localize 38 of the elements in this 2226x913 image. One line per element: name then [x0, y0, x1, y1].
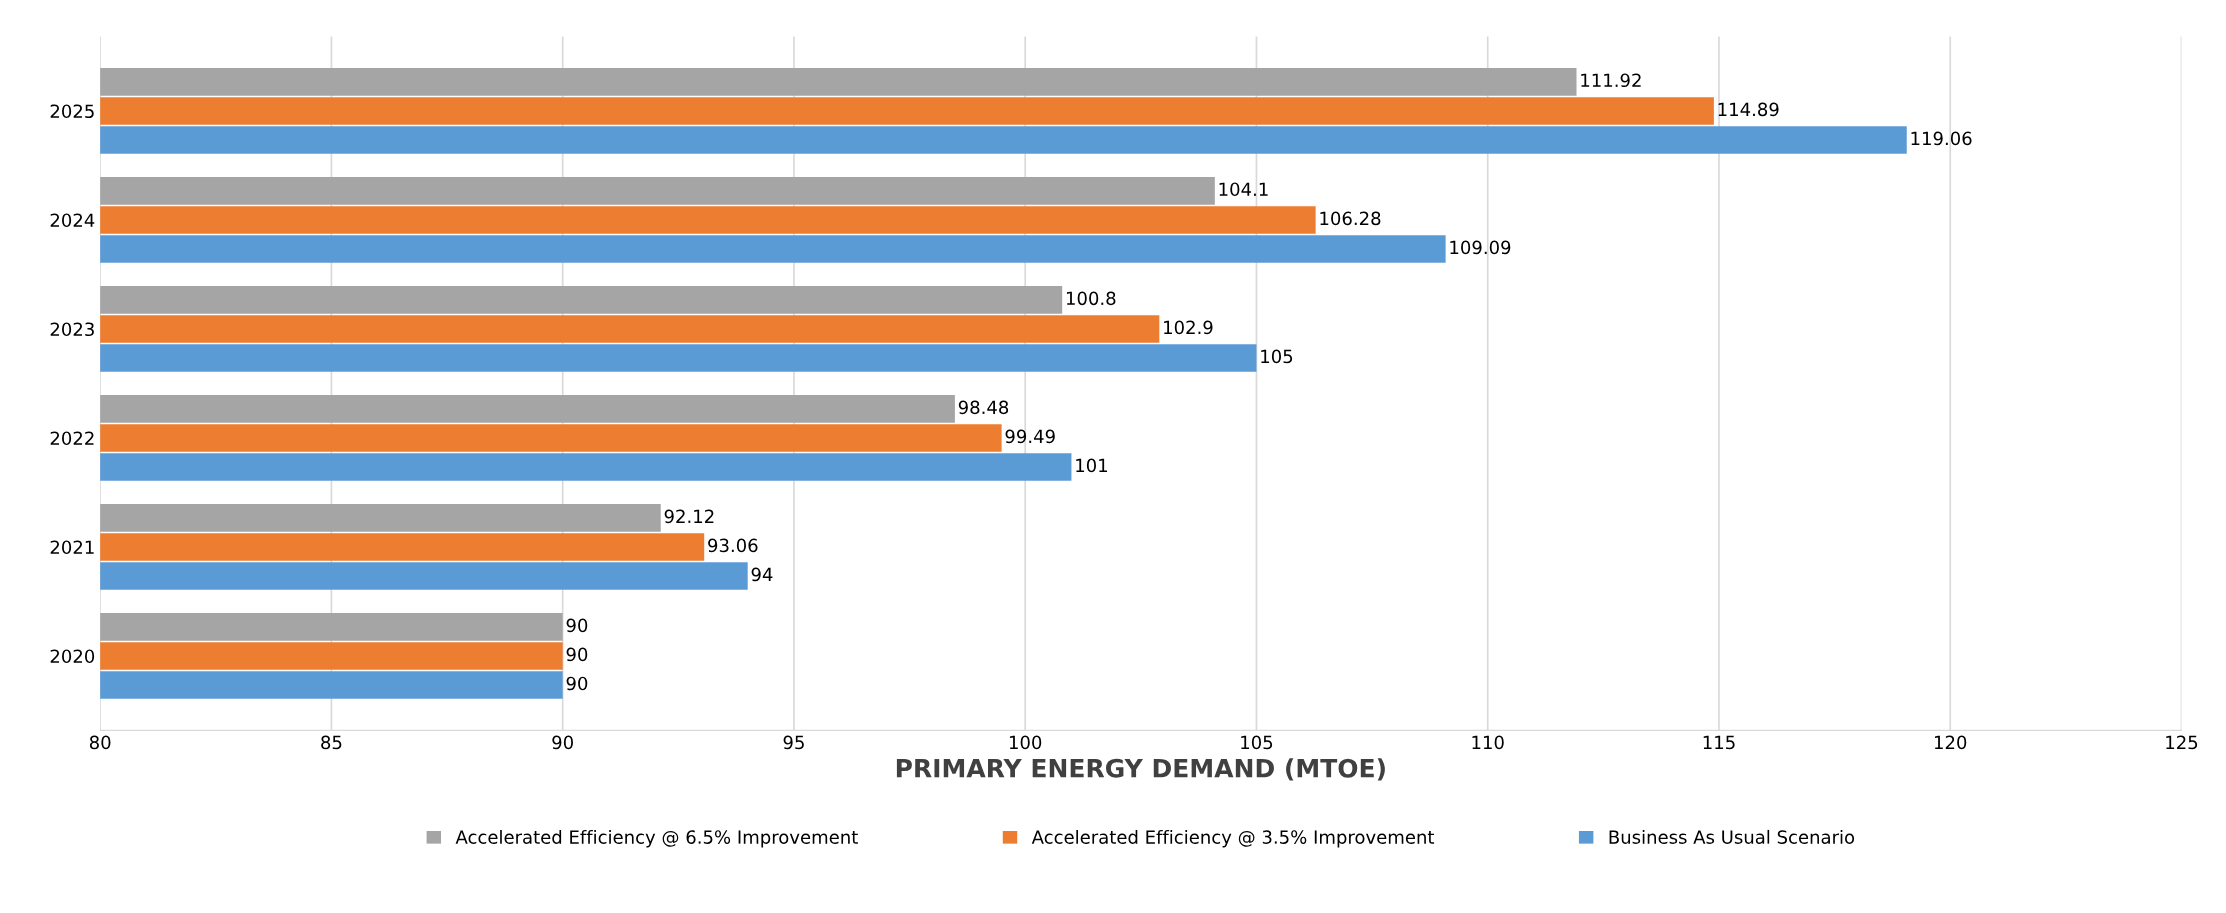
y-tick-label: 2022 [50, 431, 94, 446]
legend-label: Accelerated Efficiency @ 6.5% Improvement [455, 829, 858, 848]
y-tick-label: 2023 [50, 322, 94, 337]
data-label: 102.9 [1164, 320, 1213, 335]
data-label: 119.06 [1911, 131, 1972, 146]
y-tick-label: 2021 [50, 540, 94, 555]
legend-label: Business As Usual Scenario [1609, 829, 1855, 844]
data-label: 105 [1261, 349, 1293, 364]
data-label: 111.92 [1581, 73, 1641, 88]
data-label: 90 [566, 618, 588, 633]
data-label: 94 [751, 567, 773, 582]
data-label: 98.48 [958, 400, 1009, 415]
y-tick-label: 2025 [50, 104, 94, 119]
x-tick-label: 105 [1241, 735, 1273, 750]
data-label: 109.09 [1450, 240, 1511, 255]
x-tick-label: 125 [2166, 735, 2198, 750]
data-label: 99.49 [1005, 429, 1055, 444]
data-label: 114.89 [1718, 102, 1779, 117]
x-tick-label: 100 [1009, 735, 1042, 750]
x-tick-label: 85 [321, 735, 342, 750]
data-label: 92.12 [664, 509, 714, 524]
x-axis-title: PRIMARY ENERGY DEMAND (MTOE) [896, 758, 1385, 781]
data-label: 101 [1076, 458, 1108, 473]
data-label: 104.1 [1219, 182, 1268, 197]
data-label: 93.06 [708, 538, 758, 553]
data-label: 100.8 [1066, 291, 1116, 306]
y-tick-label: 2020 [50, 649, 95, 664]
data-label: 90 [566, 676, 588, 691]
y-tick-label: 2024 [50, 213, 95, 228]
x-tick-label: 115 [1703, 735, 1735, 750]
data-label: 106.28 [1320, 211, 1381, 226]
x-tick-label: 110 [1472, 735, 1504, 750]
x-tick-label: 120 [1934, 735, 1967, 750]
legend-label: Accelerated Efficiency @ 3.5% Improvement [1031, 829, 1435, 848]
x-tick-label: 95 [783, 735, 804, 750]
data-label: 90 [566, 647, 588, 662]
x-tick-label: 90 [552, 735, 573, 750]
x-tick-label: 80 [89, 735, 111, 750]
